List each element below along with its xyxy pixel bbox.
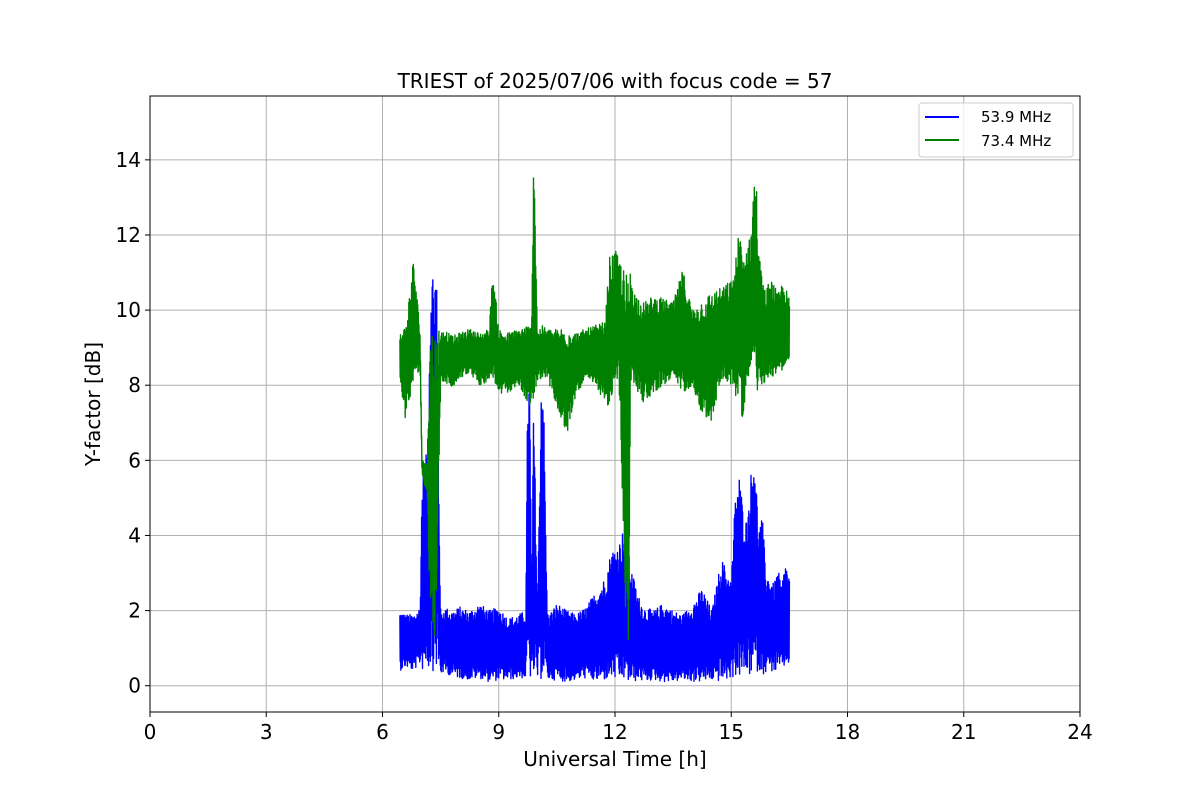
series-line-53-9-mhz [399, 279, 791, 683]
x-tick-label: 24 [1067, 720, 1092, 744]
y-tick-label: 8 [128, 373, 141, 397]
legend-label-53-9-mhz: 53.9 MHz [981, 108, 1051, 126]
y-axis-label: Y-factor [dB] [81, 342, 105, 467]
y-tick-label: 12 [116, 223, 141, 247]
x-tick-label: 0 [144, 720, 157, 744]
x-tick-label: 15 [719, 720, 744, 744]
y-tick-label: 6 [128, 448, 141, 472]
y-tick-label: 4 [128, 523, 141, 547]
plot-series [399, 177, 791, 683]
x-axis-label: Universal Time [h] [523, 747, 706, 771]
x-tick-label: 12 [602, 720, 627, 744]
x-tick-label: 9 [492, 720, 505, 744]
y-axis-ticks: 0 2 4 6 8 10 12 14 [116, 148, 150, 698]
y-tick-label: 2 [128, 599, 141, 623]
legend: 53.9 MHz 73.4 MHz [918, 102, 1074, 158]
x-tick-label: 3 [260, 720, 273, 744]
x-tick-label: 21 [951, 720, 976, 744]
legend-label-73-4-mhz: 73.4 MHz [981, 132, 1051, 150]
x-axis-ticks: 0 3 6 9 12 15 18 21 24 [144, 712, 1093, 744]
x-tick-label: 6 [376, 720, 389, 744]
y-tick-label: 10 [116, 298, 141, 322]
chart-title: TRIEST of 2025/07/06 with focus code = 5… [397, 69, 833, 93]
y-tick-label: 0 [128, 674, 141, 698]
x-tick-label: 18 [835, 720, 860, 744]
y-tick-label: 14 [116, 148, 141, 172]
series-line-73-4-mhz [399, 177, 791, 640]
